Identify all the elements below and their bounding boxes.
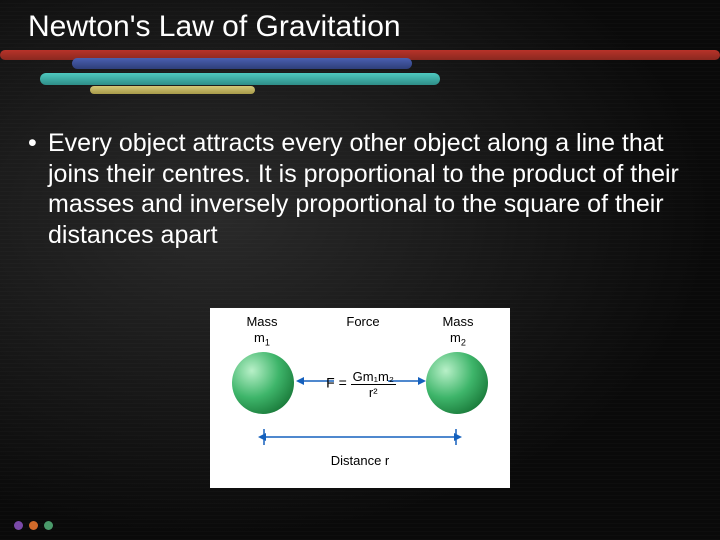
mass1-heading: Mass xyxy=(232,314,292,329)
decor-bar-teal xyxy=(40,73,440,85)
slide-title: Newton's Law of Gravitation xyxy=(28,10,401,44)
bullet-text: Every object attracts every other object… xyxy=(48,129,679,249)
decor-bar-blue xyxy=(72,58,412,69)
decor-bar-yellow xyxy=(90,86,255,94)
nav-dot-3 xyxy=(44,521,53,530)
sphere-m1 xyxy=(232,352,294,414)
sphere-m2 xyxy=(426,352,488,414)
slide-nav-dots xyxy=(14,521,53,530)
nav-dot-2 xyxy=(29,521,38,530)
bullet-paragraph: • Every object attracts every other obje… xyxy=(48,128,680,250)
nav-dot-1 xyxy=(14,521,23,530)
gravitation-diagram: Mass Force Mass m1 m2 F = Gm₁m₂ r² Dista… xyxy=(210,308,510,488)
bullet-marker: • xyxy=(28,128,37,159)
m1-label: m1 xyxy=(232,330,292,348)
m2-label: m2 xyxy=(428,330,488,348)
formula: F = Gm₁m₂ r² xyxy=(318,368,404,400)
mass2-heading: Mass xyxy=(428,314,488,329)
distance-arrow xyxy=(258,426,462,448)
force-heading: Force xyxy=(338,314,388,329)
distance-label: Distance r xyxy=(310,453,410,468)
